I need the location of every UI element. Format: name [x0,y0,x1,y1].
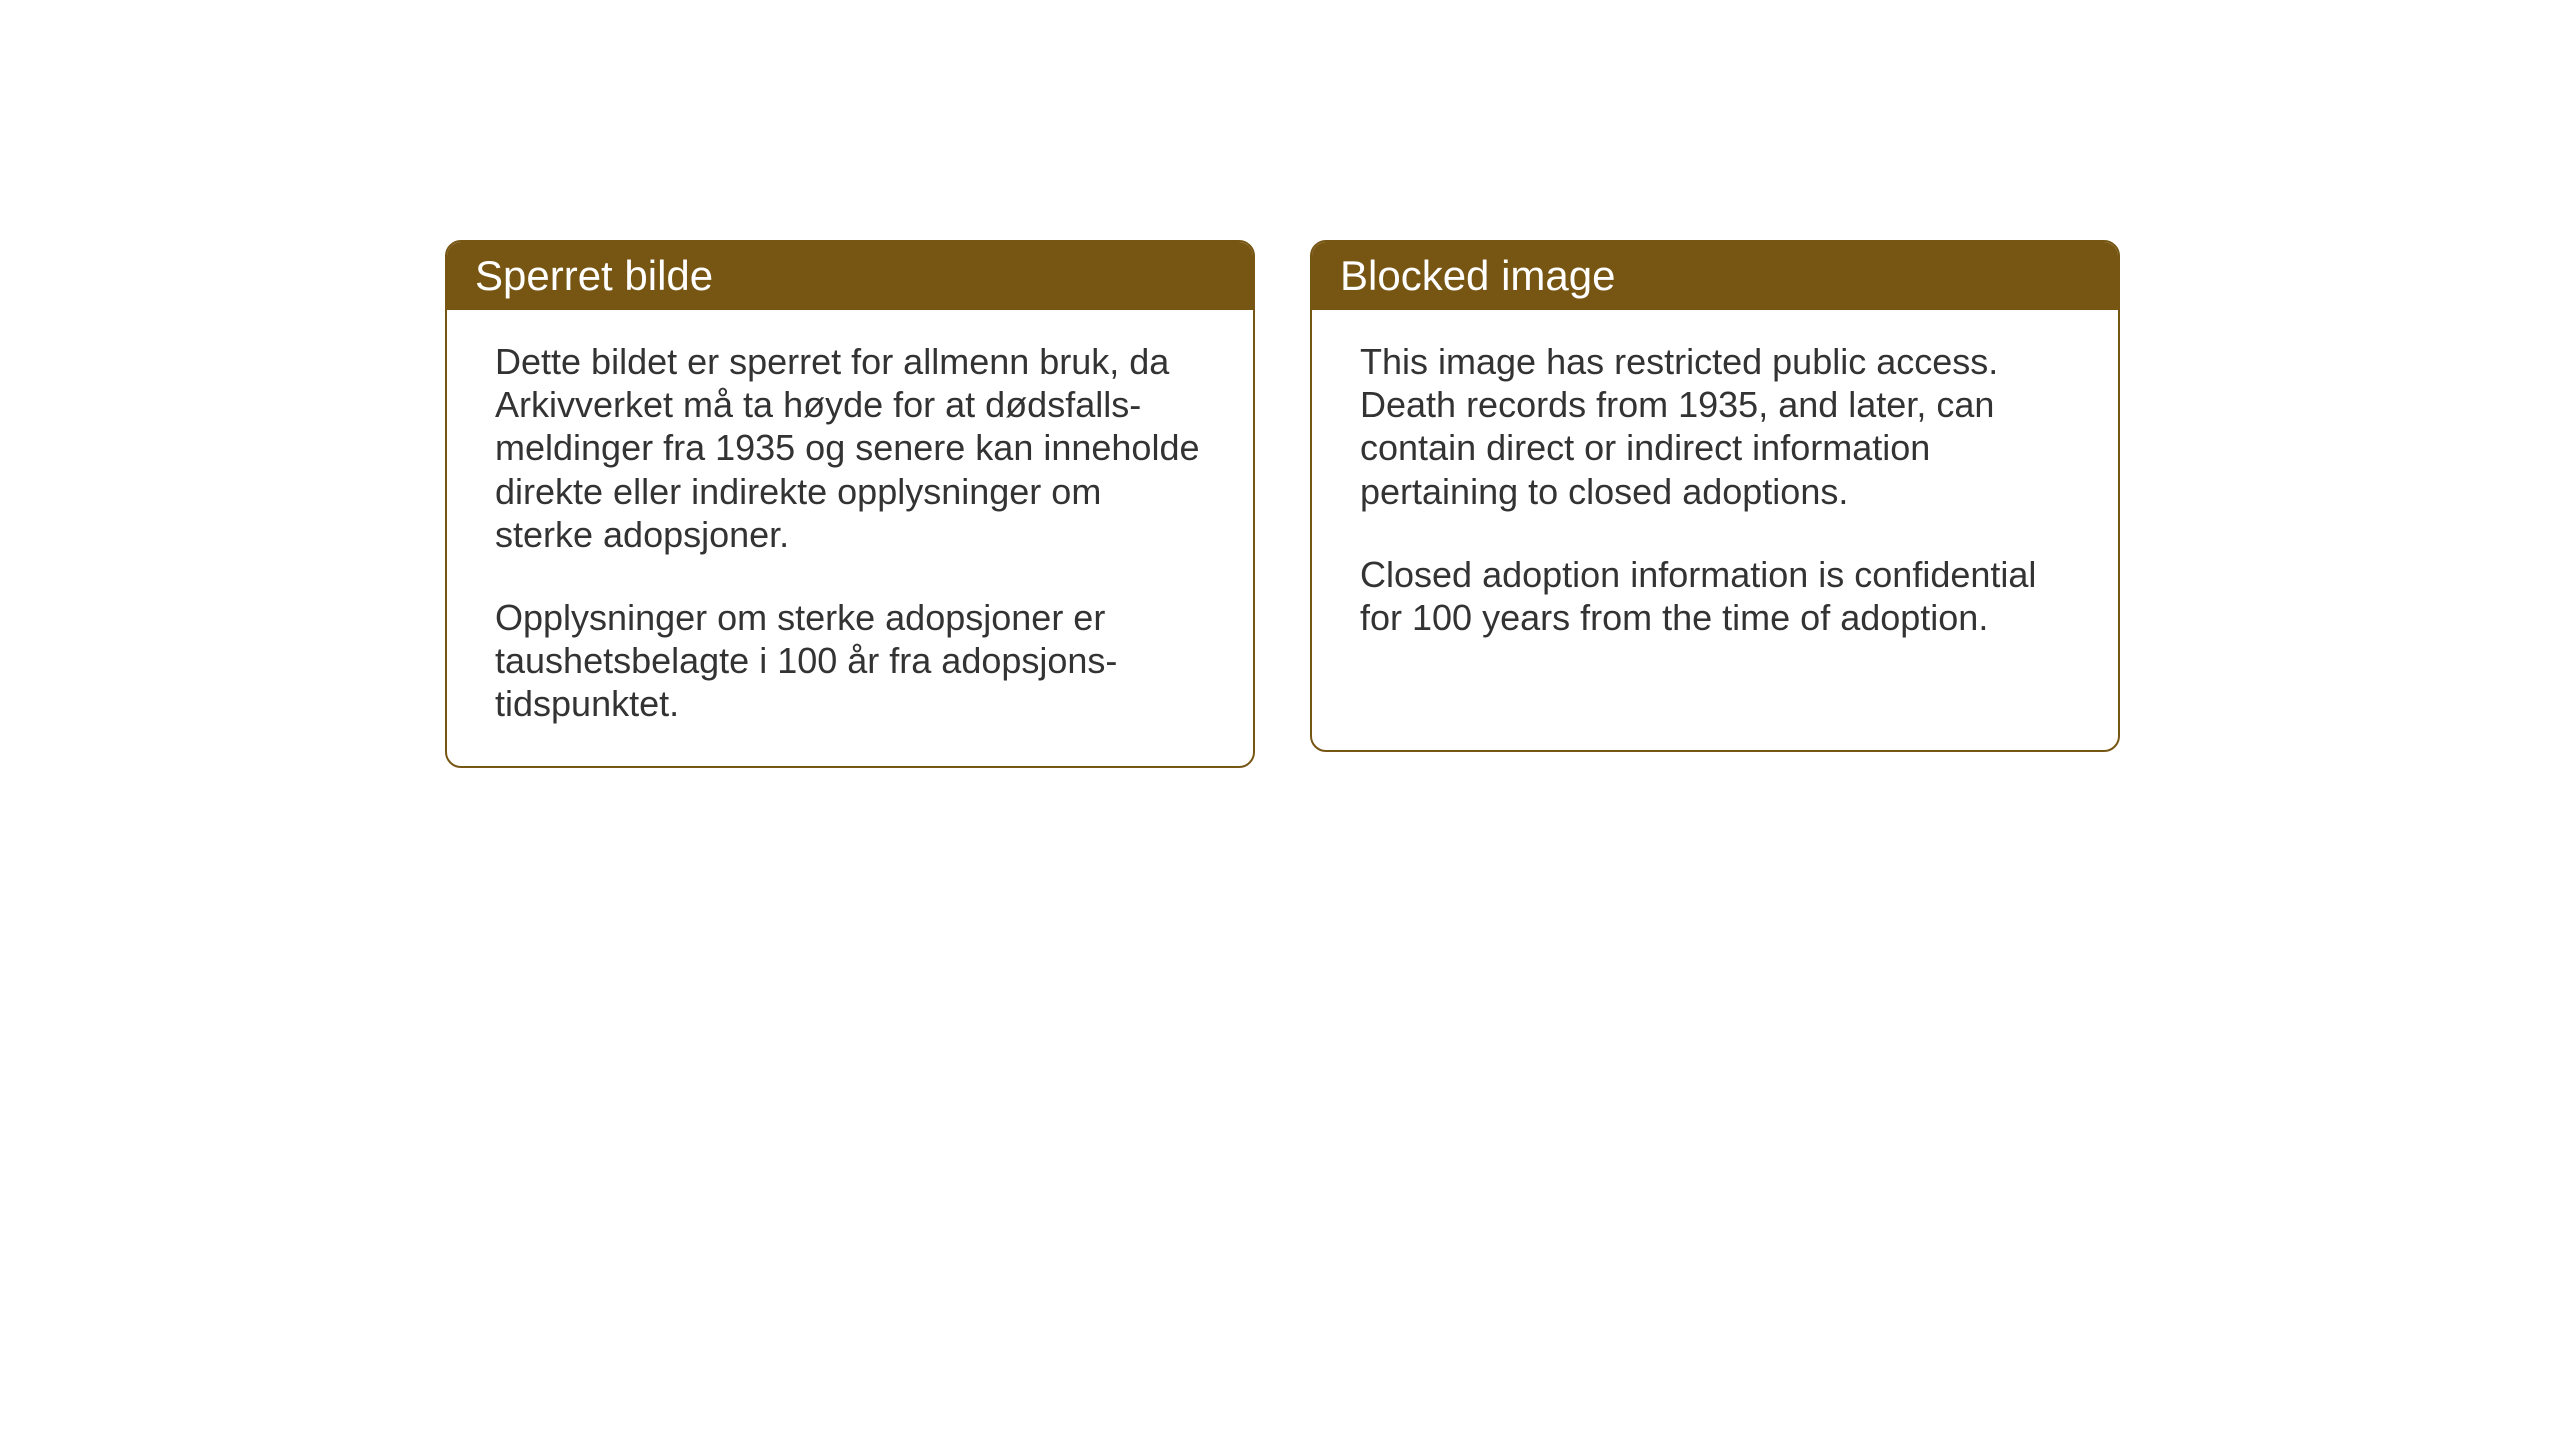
card-header-norwegian: Sperret bilde [447,242,1253,310]
notice-paragraph-2-english: Closed adoption information is confident… [1360,553,2070,639]
notice-container: Sperret bilde Dette bildet er sperret fo… [445,240,2120,768]
card-body-norwegian: Dette bildet er sperret for allmenn bruk… [447,310,1253,766]
notice-card-english: Blocked image This image has restricted … [1310,240,2120,752]
notice-paragraph-1-english: This image has restricted public access.… [1360,340,2070,513]
notice-paragraph-2-norwegian: Opplysninger om sterke adopsjoner er tau… [495,596,1205,726]
card-header-english: Blocked image [1312,242,2118,310]
notice-paragraph-1-norwegian: Dette bildet er sperret for allmenn bruk… [495,340,1205,556]
notice-card-norwegian: Sperret bilde Dette bildet er sperret fo… [445,240,1255,768]
card-body-english: This image has restricted public access.… [1312,310,2118,679]
